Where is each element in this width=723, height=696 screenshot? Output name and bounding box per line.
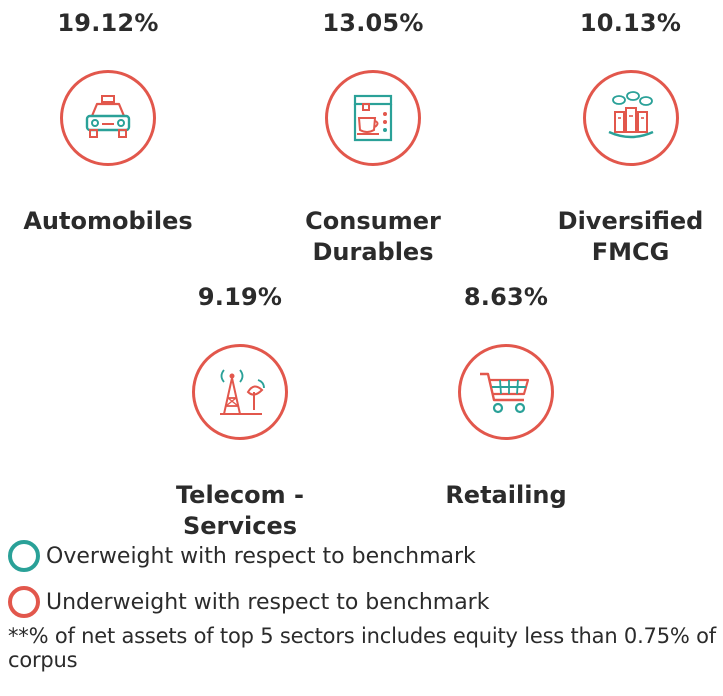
legend-underweight-label: Underweight with respect to benchmark xyxy=(46,589,490,615)
red-ring-icon xyxy=(8,586,40,618)
sector-name: Consumer Durables xyxy=(305,207,441,266)
legend-overweight: Overweight with respect to benchmark xyxy=(8,540,476,572)
underweight-badge xyxy=(192,344,288,440)
sector-percent: 19.12% xyxy=(57,9,159,37)
sector-diversified-fmcg: 10.13% Diversified FMCG xyxy=(538,6,723,268)
teal-ring-icon xyxy=(8,540,40,572)
underweight-badge xyxy=(458,344,554,440)
sector-name: Automobiles xyxy=(23,207,193,235)
sector-name: Diversified FMCG xyxy=(557,207,704,266)
taxi-car-icon xyxy=(85,95,131,138)
telecom-tower-icon xyxy=(220,369,265,415)
sector-retailing: 8.63% Retailing xyxy=(406,280,606,511)
consumer-goods-icon xyxy=(608,91,653,139)
sector-consumer-durables: 13.05% Consumer Durables xyxy=(273,6,473,268)
legend-underweight: Underweight with respect to benchmark xyxy=(8,586,489,618)
footnote: **% of net assets of top 5 sectors inclu… xyxy=(8,624,716,672)
sector-name: Retailing xyxy=(445,481,567,509)
underweight-badge xyxy=(325,70,421,166)
underweight-badge xyxy=(582,70,679,166)
sector-percent: 13.05% xyxy=(322,9,424,37)
sector-percent: 9.19% xyxy=(197,283,283,311)
sector-name: Telecom - Services xyxy=(175,481,304,540)
coffee-machine-icon xyxy=(353,94,393,142)
legend-overweight-label: Overweight with respect to benchmark xyxy=(46,543,476,569)
sector-percent: 10.13% xyxy=(579,9,682,37)
shopping-cart-icon xyxy=(480,372,530,414)
sector-telecom-services: 9.19% Telecom - Services xyxy=(140,280,340,542)
sector-automobiles: 19.12% Automobiles xyxy=(8,6,208,237)
sector-percent: 8.63% xyxy=(463,283,549,311)
underweight-badge xyxy=(60,70,156,166)
